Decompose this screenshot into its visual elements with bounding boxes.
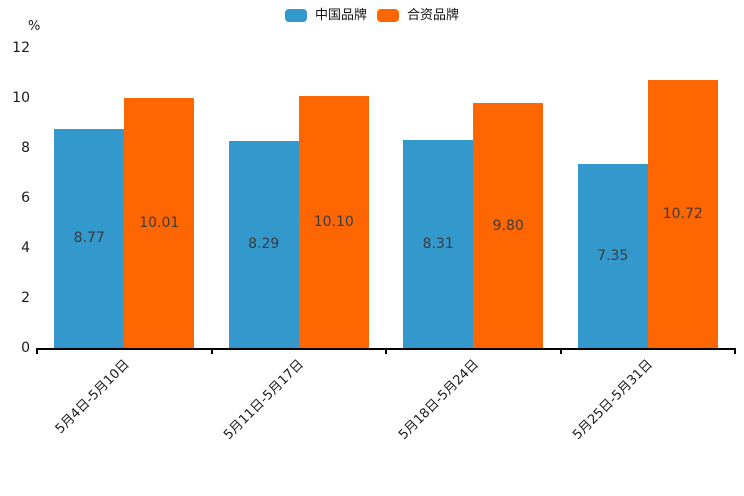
- bar-value-label: 10.01: [139, 214, 180, 231]
- x-tick-label: 5月11日-5月17日: [221, 357, 308, 443]
- bar-china-3: [577, 164, 648, 348]
- legend: 中国品牌 合资品牌: [0, 8, 744, 23]
- legend-item-joint-venture-brand[interactable]: 合资品牌: [377, 8, 459, 23]
- legend-label-china-brand: 中国品牌: [314, 8, 367, 23]
- y-tick-label: 4: [21, 240, 30, 256]
- x-tick-label: 5月18日-5月24日: [396, 357, 482, 443]
- bar-value-label: 9.80: [492, 217, 524, 234]
- y-tick-label: 12: [12, 40, 30, 56]
- bar-joint-venture-3: [647, 80, 718, 348]
- bar-joint-venture-2: [473, 103, 544, 348]
- bar-value-label: 8.31: [422, 236, 454, 253]
- bar-value-label: 10.72: [662, 206, 703, 222]
- legend-label-joint-venture-brand: 合资品牌: [407, 8, 460, 23]
- y-tick-label: 10: [12, 90, 30, 106]
- bar-joint-venture-1: [298, 95, 369, 348]
- x-axis-tick-mark: [385, 348, 387, 354]
- x-axis-tick-mark: [559, 348, 562, 354]
- y-tick-label: 6: [21, 190, 30, 206]
- legend-swatch-china-brand-icon: [284, 9, 307, 22]
- bar-value-label: 10.10: [313, 213, 354, 230]
- x-tick-label: 5月4日-5月10日: [52, 357, 133, 437]
- legend-item-china-brand[interactable]: 中国品牌: [284, 8, 367, 23]
- x-axis-tick-mark: [210, 348, 213, 354]
- bar-china-0: [54, 128, 125, 348]
- x-axis-tick-mark: [734, 348, 736, 354]
- y-tick-label: 0: [21, 340, 30, 356]
- bar-china-2: [403, 140, 474, 348]
- y-tick-label: 8: [21, 140, 30, 156]
- bar-china-1: [228, 140, 299, 348]
- bar-value-label: 8.29: [248, 236, 280, 253]
- legend-swatch-joint-venture-brand-icon: [377, 9, 399, 22]
- y-axis-unit-label: %: [28, 19, 41, 34]
- bar-value-label: 7.35: [597, 248, 629, 265]
- x-tick-label: 5月25日-5月31日: [570, 357, 657, 443]
- x-axis-tick-mark: [36, 348, 38, 354]
- bar-joint-venture-0: [124, 97, 195, 348]
- y-tick-label: 2: [21, 290, 30, 306]
- bar-value-label: 8.77: [73, 230, 105, 247]
